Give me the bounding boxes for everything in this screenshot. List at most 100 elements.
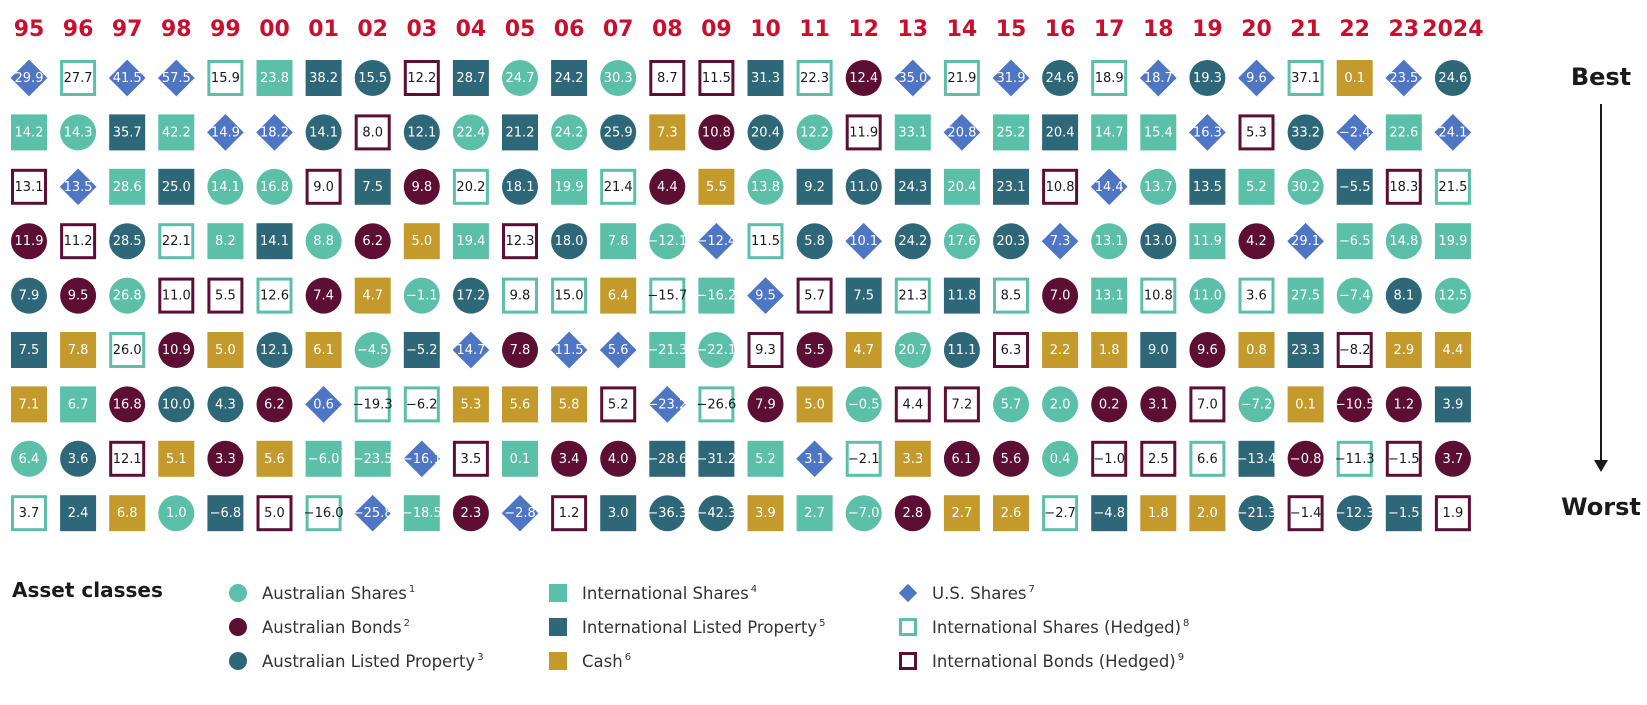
return-value: 3.1 <box>1148 397 1169 412</box>
return-cell: 37.1 <box>1287 60 1324 96</box>
return-marker <box>796 386 833 423</box>
return-marker <box>1238 223 1275 260</box>
return-value: 7.8 <box>510 343 531 358</box>
return-cell: −18.5 <box>402 495 442 532</box>
return-marker <box>452 331 490 369</box>
return-marker <box>1189 332 1226 368</box>
return-cell: 1.8 <box>1091 332 1128 368</box>
legend-label: International Bonds (Hedged) 9 <box>932 652 1184 671</box>
return-cell: 7.2 <box>943 386 980 423</box>
return-value: 20.4 <box>751 125 780 140</box>
return-cell: 2.3 <box>452 495 489 532</box>
diamond-swatch-icon <box>898 583 918 603</box>
return-marker <box>747 168 784 205</box>
return-cell: 7.5 <box>845 277 882 314</box>
year-label: 20 <box>1241 17 1272 42</box>
return-cell: 28.6 <box>109 168 146 205</box>
return-marker <box>158 223 195 260</box>
return-value: −4.8 <box>1093 506 1125 521</box>
return-cell: 1.9 <box>1434 495 1471 532</box>
return-marker <box>305 277 342 314</box>
return-value: 1.8 <box>1099 343 1120 358</box>
return-value: −16.0 <box>304 506 344 521</box>
return-marker <box>1287 495 1324 532</box>
return-marker <box>796 168 833 205</box>
return-marker <box>1140 440 1177 477</box>
return-value: 0.1 <box>1344 71 1365 86</box>
return-marker <box>1189 168 1226 205</box>
return-value: 42.2 <box>162 125 191 140</box>
return-value: 5.0 <box>264 506 285 521</box>
return-marker <box>158 277 195 314</box>
return-value: 2.0 <box>1050 397 1071 412</box>
return-value: 7.2 <box>952 397 973 412</box>
return-value: 6.8 <box>117 506 138 521</box>
return-cell: 3.9 <box>1434 386 1471 423</box>
return-marker <box>1042 386 1079 423</box>
return-marker <box>452 495 489 532</box>
year-label: 17 <box>1094 17 1125 42</box>
return-marker <box>207 332 244 368</box>
return-value: 14.4 <box>1095 180 1124 195</box>
return-value: 5.3 <box>461 397 482 412</box>
return-cell: 1.0 <box>158 495 195 532</box>
legend-name: International Bonds (Hedged) <box>932 651 1176 671</box>
return-marker <box>403 60 440 96</box>
return-value: −1.0 <box>1093 452 1125 467</box>
return-cell: 13.0 <box>1140 223 1177 260</box>
return-value: 25.0 <box>162 180 191 195</box>
return-marker <box>747 495 784 532</box>
return-marker <box>747 440 784 477</box>
return-marker <box>600 440 637 477</box>
return-cell: 31.9 <box>992 59 1030 97</box>
return-cell: −1.4 <box>1287 495 1324 532</box>
return-value: 21.5 <box>1438 180 1467 195</box>
return-value: 13.7 <box>1144 180 1173 195</box>
return-cell: −19.3 <box>353 386 393 423</box>
return-value: 31.9 <box>997 71 1026 86</box>
return-cell: 11.8 <box>943 277 980 314</box>
return-cell: 2.0 <box>1189 495 1226 532</box>
return-value: 11.9 <box>15 234 44 249</box>
return-marker <box>845 495 882 532</box>
year-label: 07 <box>603 17 634 42</box>
return-cell: 8.8 <box>305 223 342 260</box>
return-value: 9.5 <box>68 289 89 304</box>
return-marker <box>943 223 980 260</box>
year-label: 19 <box>1192 17 1223 42</box>
return-cell: 38.2 <box>305 60 342 96</box>
return-cell: 24.6 <box>1434 60 1471 96</box>
return-marker <box>698 168 735 205</box>
return-cell: 3.6 <box>60 440 97 477</box>
return-cell: 24.2 <box>551 60 588 96</box>
return-cell: 24.6 <box>1042 60 1079 96</box>
return-marker <box>207 440 244 477</box>
return-value: 5.5 <box>215 289 236 304</box>
return-marker <box>452 223 489 260</box>
return-cell: 20.4 <box>943 168 980 205</box>
return-marker <box>158 114 195 151</box>
return-marker <box>502 168 538 205</box>
return-cell: 5.0 <box>403 223 440 260</box>
legend-item: International Shares (Hedged) 8 <box>898 614 1189 640</box>
return-marker <box>551 277 588 314</box>
return-marker <box>551 386 588 423</box>
return-marker <box>796 332 833 368</box>
return-cell: 2.7 <box>943 495 980 532</box>
return-marker <box>796 114 833 151</box>
return-marker <box>1287 222 1324 260</box>
return-cell: 7.8 <box>502 332 538 368</box>
year-label: 13 <box>897 17 928 42</box>
return-cell: 6.4 <box>11 440 47 477</box>
return-marker <box>109 386 146 423</box>
return-value: −6.0 <box>308 452 340 467</box>
return-marker <box>354 332 391 368</box>
return-cell: 3.7 <box>1434 440 1471 477</box>
return-marker <box>256 440 293 477</box>
return-value: 10.9 <box>162 343 191 358</box>
return-value: 1.8 <box>1148 506 1169 521</box>
return-cell: 12.1 <box>109 440 146 477</box>
return-value: 29.9 <box>15 71 44 86</box>
return-cell: −2.4 <box>1336 114 1374 151</box>
return-cell: 2.0 <box>1042 386 1079 423</box>
